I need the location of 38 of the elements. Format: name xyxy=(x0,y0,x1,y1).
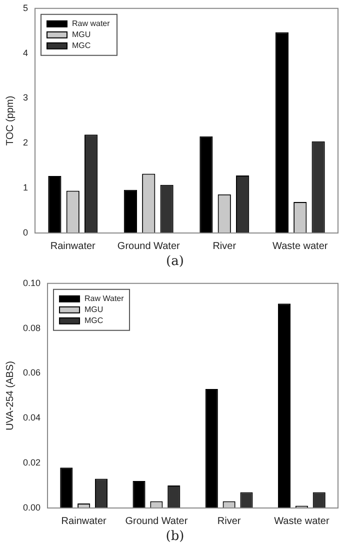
text: (a) xyxy=(165,254,185,269)
legend-label: Raw Water xyxy=(84,294,124,304)
legend-label: Raw water xyxy=(72,19,110,28)
legend-label: MGU xyxy=(72,30,91,40)
bar xyxy=(200,136,213,233)
bar xyxy=(48,176,62,233)
x-tick-label: Ground Water xyxy=(117,240,181,252)
y-axis-title: TOC (ppm) xyxy=(4,96,16,146)
y-tick-label: 0.06 xyxy=(22,368,41,378)
x-tick-label: Rainwater xyxy=(61,516,107,527)
bar xyxy=(278,304,291,508)
y-tick-label: 3 xyxy=(22,92,28,103)
x-tick-label: Waste water xyxy=(272,240,328,252)
y-tick-label: 1 xyxy=(22,182,28,193)
y-tick-label: 0.04 xyxy=(22,412,41,423)
legend-label: MGC xyxy=(84,316,104,326)
y-tick-label: 0.10 xyxy=(22,278,41,288)
x-tick-label: Ground Water xyxy=(125,516,188,527)
y-tick-label: 0.08 xyxy=(22,322,41,333)
y-tick-label: 4 xyxy=(22,48,28,58)
bar xyxy=(60,468,73,508)
y-tick-label: 0 xyxy=(22,227,28,238)
bar xyxy=(275,32,288,233)
legend-label: MGC xyxy=(72,41,91,50)
y-axis-title: UVA-254 (ABS) xyxy=(4,361,16,430)
x-tick-label: River xyxy=(212,240,237,252)
bar xyxy=(205,388,218,508)
x-tick-label: River xyxy=(217,516,242,527)
y-tick-label: 5 xyxy=(22,2,28,13)
text: (b) xyxy=(164,529,186,544)
y-tick-label: 2 xyxy=(22,138,28,148)
bar xyxy=(124,190,137,233)
legend-label: MGU xyxy=(84,305,104,314)
y-tick-label: 0.00 xyxy=(22,502,41,512)
bar xyxy=(132,481,146,508)
x-tick-label: Rainwater xyxy=(50,240,96,252)
y-tick-label: 0.02 xyxy=(22,458,41,468)
x-tick-label: Waste water xyxy=(274,516,330,527)
